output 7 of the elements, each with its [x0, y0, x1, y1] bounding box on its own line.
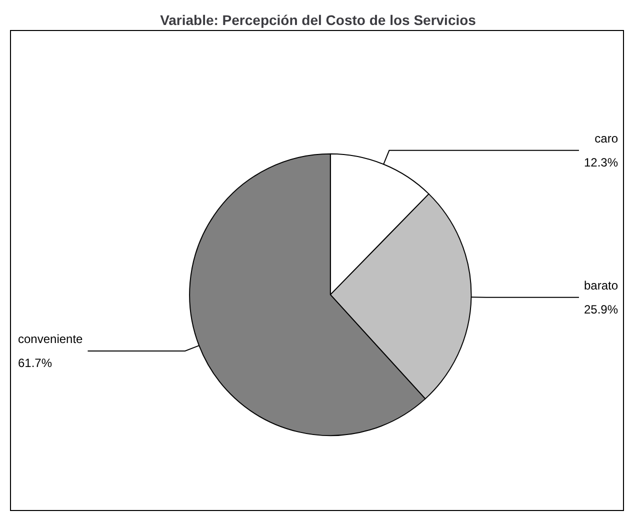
slice-label: caro [594, 131, 618, 146]
data-label: 12.3% [584, 155, 618, 170]
data-label: 61.7% [18, 356, 52, 370]
data-label: 25.9% [584, 302, 618, 316]
slice-label: barato [584, 278, 618, 292]
chart-title: Variable: Percepción del Costo de los Servicios [160, 12, 476, 28]
slice-label: conveniente [18, 332, 84, 346]
